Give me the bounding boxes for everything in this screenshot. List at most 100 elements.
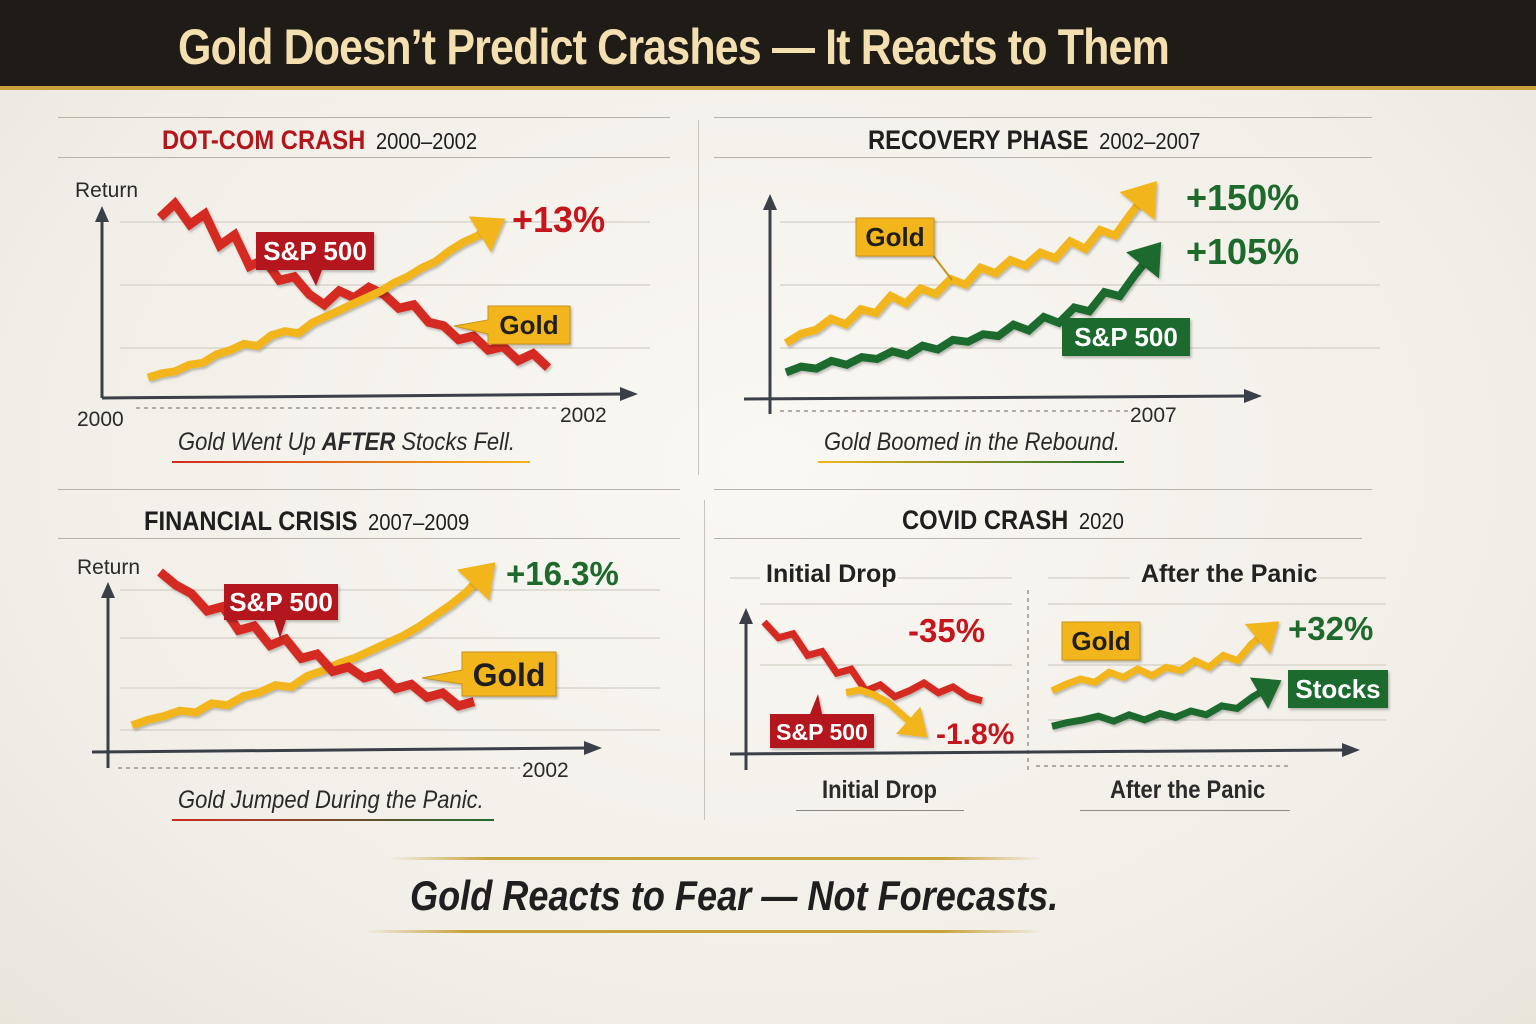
gold-arrow bbox=[468, 216, 506, 253]
sp500-tag: S&P 500 bbox=[256, 232, 374, 286]
panel-title-covid: COVID CRASH 2020 bbox=[902, 505, 1124, 536]
gold-arrow bbox=[457, 562, 496, 601]
footer-rule-top bbox=[390, 857, 1042, 860]
gold-drop-callout: -1.8% bbox=[936, 718, 1014, 751]
panel-title-text: FINANCIAL CRISIS bbox=[144, 506, 358, 536]
gold-tag: Gold bbox=[421, 651, 557, 697]
caption-underline bbox=[796, 810, 964, 811]
divider bbox=[704, 500, 705, 820]
gold-line bbox=[130, 573, 485, 730]
stocks-tag: Stocks bbox=[1288, 670, 1388, 708]
footer-tagline: Gold Reacts to Fear — Not Forecasts. bbox=[410, 872, 1059, 919]
rule bbox=[714, 538, 1362, 539]
caption-recovery: Gold Boomed in the Rebound. bbox=[824, 428, 1120, 456]
gold-tag: Gold bbox=[1061, 621, 1141, 661]
gold-tag-text: Gold bbox=[1071, 626, 1130, 656]
caption-dotcom: Gold Went Up AFTER Stocks Fell. bbox=[178, 428, 515, 457]
y-axis-arrow bbox=[739, 608, 753, 624]
financial-callout: +16.3% bbox=[506, 555, 619, 592]
panel-title-text: DOT-COM CRASH bbox=[162, 125, 366, 155]
sp500-line bbox=[156, 196, 552, 371]
stocks-tag-box bbox=[1288, 670, 1388, 708]
gold-arrow bbox=[896, 706, 928, 738]
x-end-label: 2002 bbox=[560, 404, 607, 427]
gold-line bbox=[783, 193, 1149, 347]
x-axis bbox=[91, 746, 589, 754]
gold-line bbox=[1050, 629, 1269, 694]
panel-title-recovery: RECOVERY PHASE 2002–2007 bbox=[868, 125, 1200, 156]
dotcom-callout: +13% bbox=[512, 199, 605, 240]
divider bbox=[698, 120, 699, 475]
gold-tag-box bbox=[855, 217, 935, 257]
page-title: Gold Doesn’t Predict Crashes — It Reacts… bbox=[178, 19, 1170, 75]
x-end-label: 2007 bbox=[1130, 404, 1177, 427]
x-axis bbox=[729, 748, 1347, 756]
panel-period: 2007–2009 bbox=[367, 509, 470, 535]
gold-arrow bbox=[1244, 621, 1279, 655]
x-axis-arrow bbox=[1342, 743, 1360, 757]
stocks-arrow bbox=[1249, 677, 1282, 709]
rule bbox=[714, 117, 1372, 118]
sp500-line bbox=[784, 253, 1154, 377]
sp500-tag-text: S&P 500 bbox=[1074, 322, 1178, 352]
gold-line bbox=[146, 224, 493, 382]
x-axis-arrow bbox=[1244, 389, 1262, 403]
panel-period: 2020 bbox=[1078, 508, 1124, 534]
panel-title-text: RECOVERY PHASE bbox=[868, 125, 1089, 155]
sp500-tag-text: S&P 500 bbox=[263, 236, 367, 266]
gold-tag: Gold bbox=[855, 217, 953, 281]
caption-covid-right: After the Panic bbox=[1110, 776, 1266, 804]
caption-underline bbox=[172, 819, 494, 821]
caption-part: Gold Went Up bbox=[178, 428, 322, 456]
covid-right-label: After the Panic bbox=[1141, 560, 1318, 588]
x-axis bbox=[101, 392, 625, 400]
caption-underline bbox=[818, 461, 1124, 463]
sp500-tag: S&P 500 bbox=[770, 694, 874, 748]
caption-emphasis: AFTER bbox=[321, 428, 396, 456]
gold-tag-box bbox=[453, 305, 571, 345]
sp500-tag-text: S&P 500 bbox=[776, 719, 868, 745]
sp500-tag-box bbox=[1062, 318, 1190, 356]
sp500-line bbox=[157, 568, 476, 711]
recovery-chart: 2007 Gold S&P 500 +150% +105% bbox=[743, 177, 1380, 427]
tag-pointer bbox=[931, 253, 953, 281]
panel-title-financial: FINANCIAL CRISIS 2007–2009 bbox=[144, 506, 469, 537]
gold-arrow bbox=[1119, 181, 1157, 220]
stocks-tag-text: Stocks bbox=[1295, 674, 1380, 704]
sp500-arrow bbox=[1126, 241, 1162, 279]
x-axis bbox=[743, 394, 1249, 401]
financial-chart: Return 2002 S&P 500 Gold +16.3% bbox=[77, 555, 660, 782]
x-axis-arrow bbox=[584, 741, 602, 755]
footer-rule-bottom bbox=[364, 930, 1044, 933]
sp500-tag: S&P 500 bbox=[1062, 318, 1190, 356]
header-bar: Gold Doesn’t Predict Crashes — It Reacts… bbox=[0, 0, 1536, 90]
panel-period: 2000–2002 bbox=[375, 128, 478, 154]
covid-left-label: Initial Drop bbox=[766, 560, 897, 588]
caption-financial: Gold Jumped During the Panic. bbox=[178, 786, 484, 814]
caption-underline bbox=[172, 461, 530, 463]
y-axis-arrow bbox=[101, 582, 115, 598]
caption-part: Stocks Fell. bbox=[395, 428, 516, 456]
rule bbox=[58, 489, 680, 490]
gold-line bbox=[845, 686, 919, 730]
gold-tag-text: Gold bbox=[865, 222, 924, 252]
gold-tag-text: Gold bbox=[499, 310, 558, 340]
rule bbox=[58, 538, 680, 539]
x-axis-arrow bbox=[620, 387, 638, 401]
sp500-callout: -35% bbox=[908, 612, 985, 649]
sp500-tag-text: S&P 500 bbox=[229, 587, 333, 617]
sp500-tag-box bbox=[256, 232, 374, 286]
rule bbox=[58, 117, 670, 118]
rule bbox=[58, 157, 670, 158]
x-end-label: 2002 bbox=[522, 759, 569, 782]
gold-tag-box bbox=[421, 651, 557, 697]
y-axis-label: Return bbox=[77, 556, 140, 579]
panel-title-text: COVID CRASH bbox=[902, 505, 1069, 535]
caption-underline bbox=[1080, 810, 1290, 811]
covid-chart: Initial Drop After the Panic S&P 500 Gol… bbox=[729, 560, 1388, 770]
sp500-tag-box bbox=[770, 694, 874, 748]
y-axis-label: Return bbox=[75, 179, 138, 202]
gold-callout: +150% bbox=[1186, 177, 1299, 218]
y-axis-arrow bbox=[763, 194, 777, 210]
